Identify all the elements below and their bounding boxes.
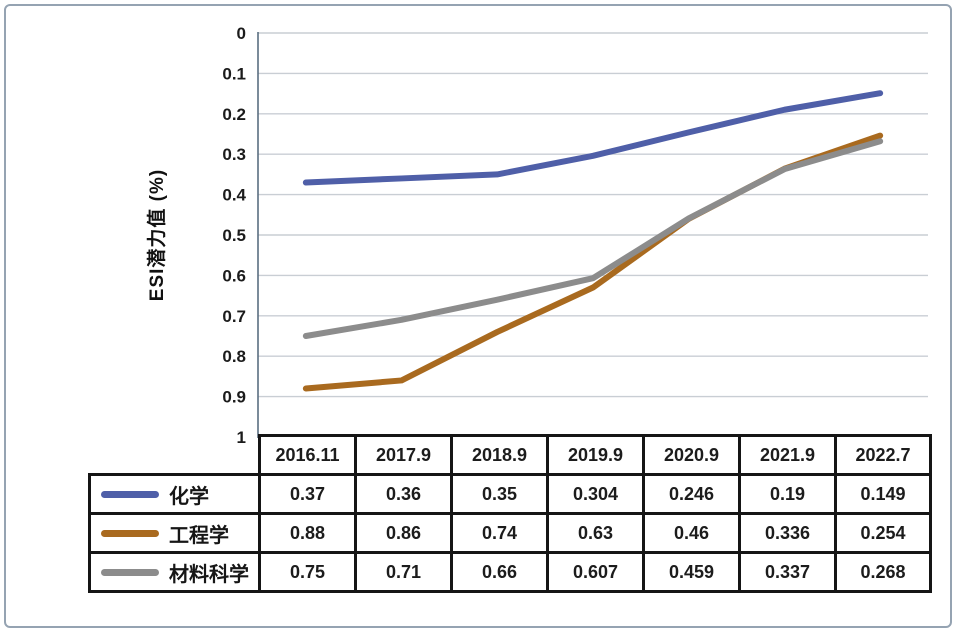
y-tick-label: 0.3 <box>222 145 246 164</box>
value-cell: 0.88 <box>258 512 357 554</box>
value-cell: 0.19 <box>738 473 837 515</box>
y-tick-label: 0.2 <box>222 105 246 124</box>
value-cell: 0.86 <box>354 512 453 554</box>
category-header-cell: 2020.9 <box>642 434 741 476</box>
legend-line-icon <box>101 529 159 537</box>
value-cell: 0.149 <box>834 473 932 515</box>
value-cell: 0.304 <box>546 473 645 515</box>
category-header-cell: 2018.9 <box>450 434 549 476</box>
value-cell: 0.336 <box>738 512 837 554</box>
category-header-cell: 2022.7 <box>834 434 932 476</box>
table-corner-cell <box>90 436 260 475</box>
category-header-cell: 2016.11 <box>258 434 357 476</box>
y-tick-label: 0.8 <box>222 347 246 366</box>
value-cell: 0.37 <box>258 473 357 515</box>
y-tick-label: 0.7 <box>222 307 246 326</box>
line-chart: 0 0.1 0.2 0.3 0.4 0.5 0.6 0.7 0.8 0.9 1 ESI潜力值 (%) <box>145 24 928 447</box>
value-cell: 0.268 <box>834 551 932 593</box>
y-tick-label: 0.4 <box>222 186 246 205</box>
series-name-label: 材料科学 <box>169 563 249 586</box>
data-table: 2016.11 2017.9 2018.9 2019.9 2020.9 2021.9 202… <box>88 434 932 593</box>
series-lines <box>302 90 884 392</box>
y-tick-label: 0 <box>237 24 246 43</box>
category-header-cell: 2019.9 <box>546 434 645 476</box>
y-tick-label: 1 <box>237 428 246 447</box>
series-name-label: 化学 <box>169 485 209 508</box>
value-cell: 0.74 <box>450 512 549 554</box>
y-tick-label: 0.1 <box>222 64 246 83</box>
value-cell: 0.71 <box>354 551 453 593</box>
value-cell: 0.337 <box>738 551 837 593</box>
table-row-series-2: 材料科学 0.75 0.71 0.66 0.607 0.459 0.337 0.268 <box>88 551 932 593</box>
value-cell: 0.66 <box>450 551 549 593</box>
table-row-series-1: 工程学 0.88 0.86 0.74 0.63 0.46 0.336 0.254 <box>88 512 932 554</box>
series-line-2 <box>302 138 884 339</box>
value-cell: 0.63 <box>546 512 645 554</box>
value-cell: 0.46 <box>642 512 741 554</box>
category-header-cell: 2021.9 <box>738 434 837 476</box>
value-cell: 0.75 <box>258 551 357 593</box>
gridlines <box>257 32 928 438</box>
y-axis-title: ESI潜力值 (%) <box>145 169 168 301</box>
value-cell: 0.254 <box>834 512 932 554</box>
value-cell: 0.246 <box>642 473 741 515</box>
value-cell: 0.35 <box>450 473 549 515</box>
value-cell: 0.607 <box>546 551 645 593</box>
y-tick-label: 0.9 <box>222 388 246 407</box>
legend-line-icon <box>101 490 159 498</box>
series-name-label: 工程学 <box>169 524 229 547</box>
y-tick-label: 0.6 <box>222 266 246 285</box>
legend-cell: 材料科学 <box>88 551 261 593</box>
legend-line-icon <box>101 568 159 576</box>
legend-cell: 化学 <box>88 473 261 515</box>
value-cell: 0.36 <box>354 473 453 515</box>
y-tick-label: 0.5 <box>222 226 246 245</box>
series-line-1 <box>302 132 884 392</box>
legend-cell: 工程学 <box>88 512 261 554</box>
value-cell: 0.459 <box>642 551 741 593</box>
data-table-wrap: 2016.11 2017.9 2018.9 2019.9 2020.9 2021.9 202… <box>88 434 932 593</box>
series-line-0 <box>302 90 884 186</box>
category-header-cell: 2017.9 <box>354 434 453 476</box>
y-axis-ticks: 0 0.1 0.2 0.3 0.4 0.5 0.6 0.7 0.8 0.9 1 <box>222 24 246 447</box>
table-row-series-0: 化学 0.37 0.36 0.35 0.304 0.246 0.19 0.149 <box>88 473 932 515</box>
table-header-row: 2016.11 2017.9 2018.9 2019.9 2020.9 2021.9 202… <box>90 434 932 476</box>
